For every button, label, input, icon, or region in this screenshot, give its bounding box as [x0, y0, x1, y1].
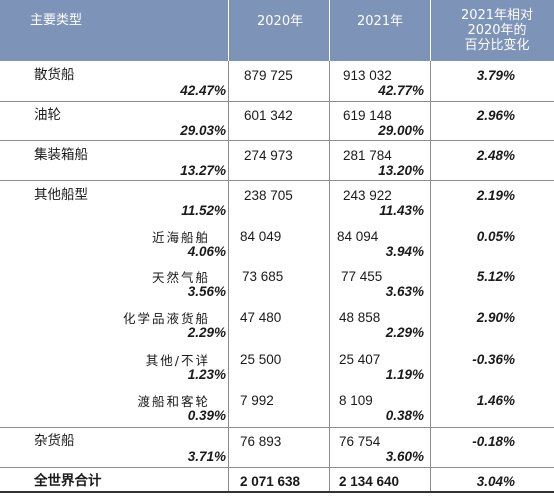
value-2021: 913 032: [343, 68, 392, 83]
share-2021: 3.60%: [385, 449, 424, 464]
row-label: 集装箱船: [34, 147, 88, 163]
value-2021: 8 109: [339, 393, 373, 408]
value-2020: 238 705: [244, 188, 293, 203]
header-change: 2021年相对 2020年的 百分比变化: [447, 8, 547, 53]
share-2020: 13.27%: [180, 163, 226, 178]
header-divider: [228, 0, 229, 61]
change-pct: 1.46%: [476, 393, 515, 408]
value-2021: 48 858: [339, 310, 381, 325]
value-2021: 84 094: [337, 229, 379, 244]
row-rule: [0, 180, 554, 181]
table-bottom-rule: [0, 491, 554, 493]
column-rule: [329, 61, 330, 492]
row-label: 近海船舶: [151, 230, 210, 245]
row-label: 其他/不详: [145, 353, 210, 368]
value-2021: 281 784: [343, 148, 392, 163]
change-pct: 0.05%: [476, 229, 515, 244]
share-2021: 3.63%: [385, 284, 424, 299]
row-label: 天然气船: [151, 270, 210, 285]
value-2020: 879 725: [244, 68, 293, 83]
value-2020: 25 500: [240, 352, 282, 367]
share-2020: 3.71%: [187, 449, 226, 464]
share-2021: 13.20%: [378, 163, 424, 178]
value-2021: 619 148: [343, 108, 392, 123]
value-2021: 243 922: [343, 188, 392, 203]
row-rule: [0, 140, 554, 141]
share-2021: 3.94%: [385, 244, 424, 259]
share-2020: 29.03%: [180, 123, 226, 138]
share-2020: 3.56%: [187, 284, 226, 299]
change-pct: -0.36%: [472, 352, 515, 367]
column-rule: [228, 61, 229, 492]
share-2021: 42.77%: [378, 83, 424, 98]
share-2021: 11.43%: [379, 203, 424, 218]
total-2020: 2 071 638: [240, 474, 301, 489]
change-pct: 2.96%: [476, 108, 515, 123]
row-label: 化学品液货船: [122, 311, 210, 326]
value-2020: 274 973: [244, 148, 293, 163]
share-2020: 2.29%: [187, 325, 226, 340]
row-label: 散货船: [34, 67, 75, 83]
share-2020: 1.23%: [187, 367, 226, 382]
value-2020: 76 893: [240, 434, 282, 449]
header-change-line1: 2021年相对: [460, 8, 534, 23]
share-2021: 2.29%: [385, 325, 424, 340]
row-rule: [0, 467, 554, 468]
header-2020: 2020年: [257, 14, 304, 29]
change-pct: 2.19%: [476, 188, 515, 203]
total-change: 3.04%: [476, 474, 515, 489]
row-label: 渡船和客轮: [137, 394, 210, 409]
header-divider: [329, 0, 330, 61]
value-2020: 73 685: [242, 269, 284, 284]
header-change-line2: 2020年的: [467, 23, 527, 38]
change-pct: 2.90%: [476, 310, 515, 325]
change-pct: 3.79%: [476, 68, 515, 83]
value-2021: 25 407: [339, 352, 381, 367]
change-pct: 2.48%: [476, 148, 515, 163]
total-label: 全世界合计: [34, 473, 102, 489]
total-2021: 2 134 640: [339, 474, 400, 489]
share-2020: 11.52%: [181, 203, 226, 218]
row-label: 油轮: [34, 107, 61, 123]
value-2021: 77 455: [341, 269, 383, 284]
header-change-line3: 百分比变化: [464, 38, 530, 53]
value-2020: 47 480: [240, 310, 282, 325]
row-label: 其他船型: [34, 187, 88, 203]
value-2020: 84 049: [240, 229, 282, 244]
share-2021: 29.00%: [378, 123, 424, 138]
column-rule: [430, 61, 431, 492]
row-label: 杂货船: [34, 433, 75, 449]
header-divider: [430, 0, 431, 61]
share-2020: 42.47%: [180, 83, 226, 98]
change-pct: 5.12%: [476, 269, 515, 284]
header-2021: 2021年: [357, 14, 404, 29]
row-rule: [0, 101, 554, 102]
change-pct: -0.18%: [472, 434, 515, 449]
value-2020: 601 342: [244, 108, 293, 123]
header-type: 主要类型: [30, 13, 83, 28]
value-2021: 76 754: [339, 434, 381, 449]
share-2020: 4.06%: [187, 244, 226, 259]
row-rule: [0, 427, 554, 428]
table-header: 主要类型 2020年 2021年 2021年相对 2020年的 百分比变化: [0, 0, 554, 61]
value-2020: 7 992: [240, 393, 274, 408]
share-2021: 1.19%: [385, 367, 424, 382]
share-2020: 0.39%: [187, 408, 226, 423]
share-2021: 0.38%: [385, 408, 424, 423]
